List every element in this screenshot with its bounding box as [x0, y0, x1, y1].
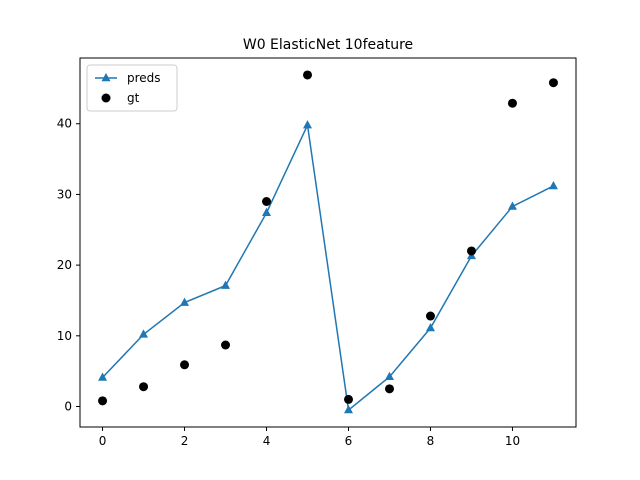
point-gt — [425, 311, 435, 321]
point-preds — [548, 180, 558, 190]
legend: preds gt — [86, 64, 178, 112]
point-preds — [139, 329, 149, 338]
point-preds — [303, 120, 313, 129]
y-tick-label: 10 — [57, 329, 72, 343]
x-tick-label: 8 — [427, 434, 435, 448]
series-line-preds — [102, 122, 554, 412]
legend-label-gt: gt — [127, 91, 140, 105]
y-tick-label: 20 — [57, 258, 72, 272]
legend-marker-preds — [101, 73, 111, 82]
point-gt — [221, 340, 231, 350]
point-gt — [139, 382, 149, 392]
point-gt — [98, 396, 108, 406]
x-tick-label: 2 — [181, 434, 189, 448]
axes: 0 2 4 6 8 10 0 10 20 30 40 — [57, 57, 577, 448]
legend-label-preds: preds — [127, 71, 161, 85]
point-preds — [507, 201, 517, 210]
x-tick-label: 10 — [505, 434, 520, 448]
point-preds — [180, 297, 190, 306]
point-gt — [303, 70, 313, 80]
x-tick-label: 0 — [99, 434, 107, 448]
point-preds — [262, 207, 272, 217]
y-tick-label: 40 — [57, 117, 72, 131]
point-gt — [466, 246, 476, 256]
point-gt — [548, 78, 558, 88]
point-preds — [425, 323, 435, 332]
point-preds — [343, 405, 353, 414]
point-gt — [507, 98, 517, 108]
point-gt — [343, 394, 353, 404]
y-tick-label: 30 — [57, 187, 72, 201]
point-gt — [384, 384, 394, 394]
plot-area — [98, 70, 558, 414]
x-tick-label: 6 — [345, 434, 353, 448]
y-tick-label: 0 — [64, 400, 72, 414]
x-tick-label: 4 — [263, 434, 271, 448]
axes-frame — [79, 57, 577, 428]
chart-title: W0 ElasticNet 10feature — [243, 37, 413, 53]
point-gt — [180, 360, 190, 370]
point-preds — [384, 371, 394, 381]
point-preds — [221, 280, 231, 289]
point-gt — [262, 197, 272, 206]
legend-marker-gt — [101, 93, 111, 103]
point-preds — [98, 372, 108, 381]
